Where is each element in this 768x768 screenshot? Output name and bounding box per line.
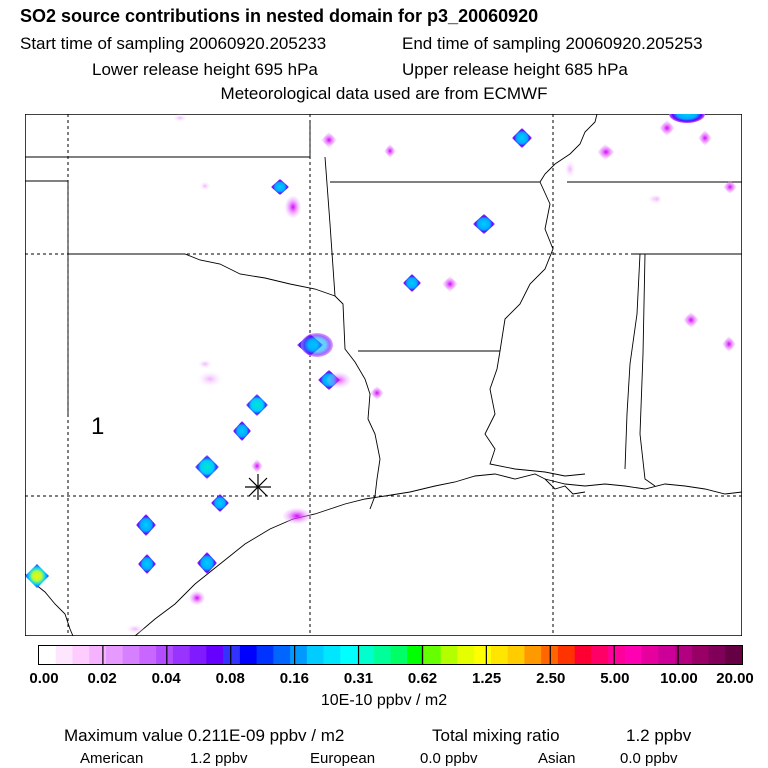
map-panel: 1: [25, 114, 742, 636]
colorbar-tick-label: 0.00: [29, 670, 59, 687]
colorbar-swatch: [39, 646, 57, 664]
colorbar-swatch: [591, 646, 609, 664]
european-value: 0.0 ppbv: [420, 750, 478, 767]
european-label: European: [310, 750, 376, 767]
colorbar-swatch: [675, 646, 693, 664]
colorbar-swatch: [239, 646, 258, 664]
end-time-label: End time of sampling 20060920.205253: [402, 34, 703, 53]
colorbar-swatch: [557, 646, 576, 664]
colorbar-swatch: [256, 646, 274, 664]
concentration-field: [25, 114, 737, 634]
colorbar-tick-label: 0.16: [279, 670, 309, 687]
state-borders: [25, 114, 742, 510]
colorbar-swatch: [340, 646, 358, 664]
colorbar-swatch: [708, 646, 726, 664]
upper-release-height: Upper release height 685 hPa: [402, 60, 628, 79]
colorbar-swatch: [691, 646, 710, 664]
colorbar-swatch: [223, 646, 241, 664]
colorbar-swatch: [122, 646, 140, 664]
colorbar-swatch: [156, 646, 174, 664]
met-data-label: Meteorological data used are from ECMWF: [220, 84, 548, 103]
colorbar-tick-label: 0.62: [407, 670, 438, 687]
colorbar-swatch: [608, 646, 626, 664]
colorbar-swatch: [139, 646, 157, 664]
colorbar-swatch: [189, 646, 207, 664]
colorbar-swatch: [273, 646, 291, 664]
colorbar-tick-label: 10.00: [660, 670, 698, 687]
colorbar-tick-label: 5.00: [600, 670, 630, 687]
colorbar-swatch: [357, 646, 375, 664]
colorbar-swatch: [574, 646, 592, 664]
max-value-label: Maximum value 0.211E-09 ppbv / m2: [64, 726, 345, 745]
colorbar-swatch: [524, 646, 542, 664]
colorbar-swatch: [624, 646, 643, 664]
asian-label: Asian: [538, 750, 576, 767]
colorbar-swatch: [390, 646, 408, 664]
colorbar-swatch: [725, 646, 742, 664]
colorbar-tick-label: 1.25: [472, 670, 502, 687]
asian-value: 0.0 ppbv: [620, 750, 678, 767]
colorbar-tick-label: 20.00: [716, 670, 754, 687]
colorbar-swatch: [72, 646, 90, 664]
lower-release-height: Lower release height 695 hPa: [92, 60, 318, 79]
release-site-marker: [245, 474, 271, 500]
colorbar-swatch: [474, 646, 492, 664]
colorbar-tick-label: 0.02: [87, 670, 117, 687]
colorbar-tick-label: 2.50: [536, 670, 566, 687]
colorbar-swatch: [290, 646, 308, 664]
colorbar-tick-label: 0.08: [215, 670, 245, 687]
american-label: American: [80, 750, 144, 767]
colorbar-swatch: [440, 646, 458, 664]
region-label: 1: [91, 413, 104, 440]
colorbar-swatch: [89, 646, 107, 664]
colorbar-swatch: [55, 646, 73, 664]
colorbar-swatch: [373, 646, 391, 664]
colorbar-tick-label: 0.04: [151, 670, 181, 687]
colorbar-swatch: [658, 646, 676, 664]
map-frame: [25, 114, 742, 636]
total-mixing-label: Total mixing ratio: [432, 726, 560, 745]
plot-title: SO2 source contributions in nested domai…: [20, 6, 539, 26]
colorbar-swatch: [323, 646, 341, 664]
colorbar-swatch: [407, 646, 425, 664]
colorbar-swatch: [306, 646, 325, 664]
american-value: 1.2 ppbv: [190, 750, 248, 767]
colorbar-swatch: [172, 646, 191, 664]
start-time-label: Start time of sampling 20060920.205233: [20, 34, 327, 53]
colorbar-swatch: [641, 646, 659, 664]
colorbar-swatch: [206, 646, 224, 664]
colorbar-unit: 10E-10 ppbv / m2: [320, 692, 448, 709]
colorbar-swatch: [423, 646, 442, 664]
total-mixing-value: 1.2 ppbv: [626, 726, 692, 745]
colorbar-swatch: [507, 646, 525, 664]
colorbar-tick-label: 0.31: [343, 670, 374, 687]
colorbar-swatch: [105, 646, 124, 664]
colorbar: [38, 645, 743, 665]
colorbar-swatch: [490, 646, 509, 664]
colorbar-swatch: [457, 646, 475, 664]
